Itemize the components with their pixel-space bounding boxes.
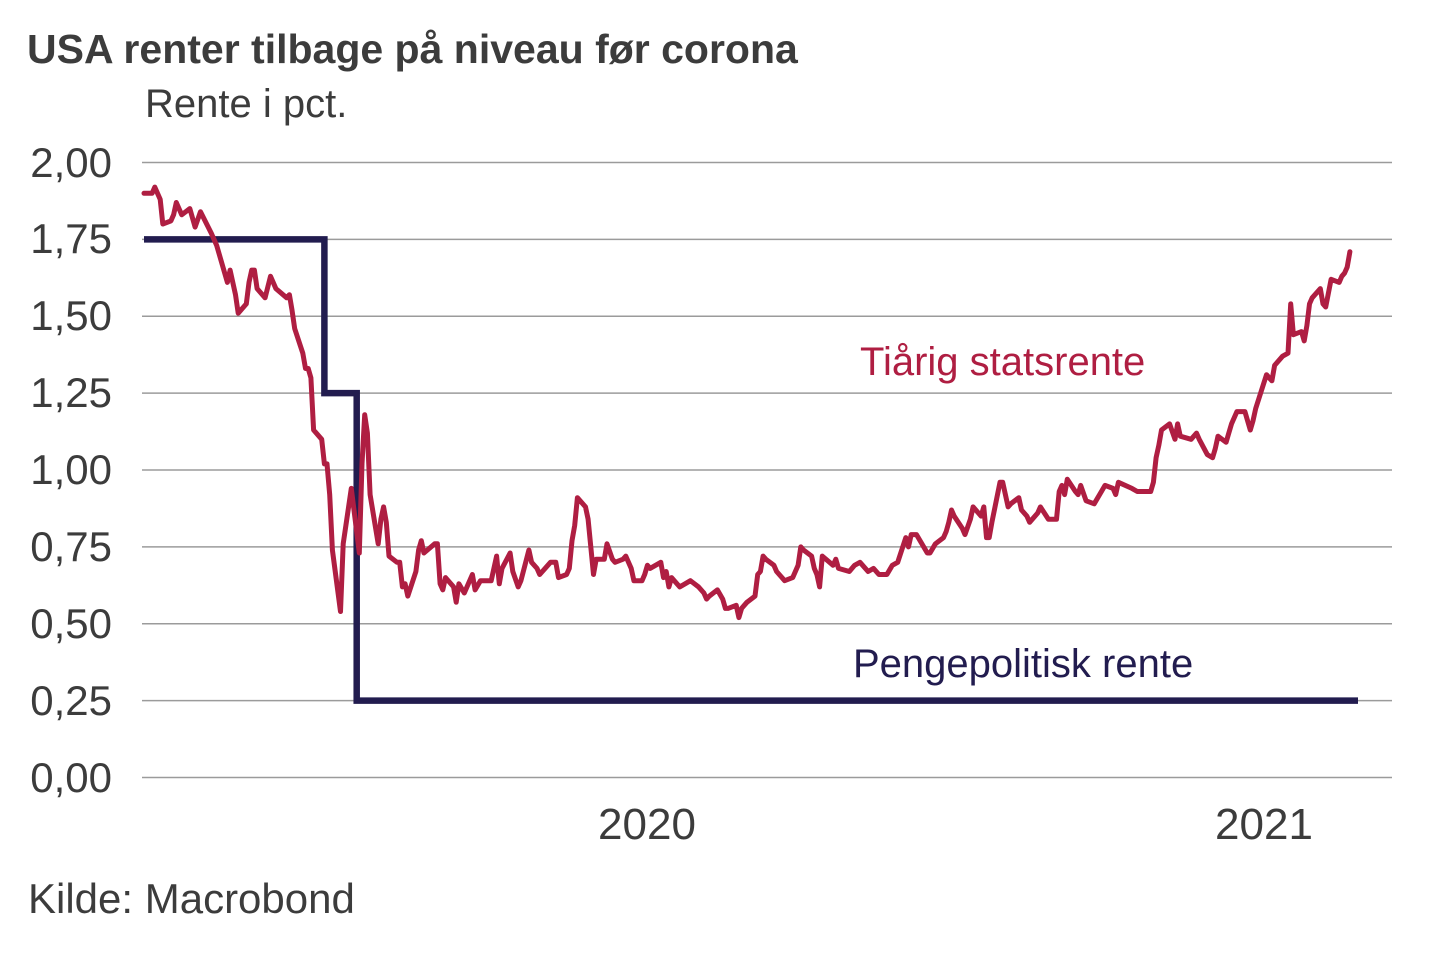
source-note: Kilde: Macrobond [28,875,355,922]
axis-unit-label: Rente i pct. [145,82,348,126]
y-tick-label: 0,50 [30,600,112,647]
series-label-ten-year-rate: Tiårig statsrente [860,340,1146,384]
x-tick-label: 2020 [598,800,696,849]
y-tick-label: 1,75 [30,215,112,262]
y-tick-label: 1,00 [30,446,112,493]
y-tick-label: 2,00 [30,139,112,186]
y-tick-label: 1,25 [30,369,112,416]
y-tick-label: 0,00 [30,754,112,801]
y-tick-label: 0,75 [30,523,112,570]
series-line-ten-year-rate [141,184,1353,621]
chart-title: USA renter tilbage på niveau før corona [27,26,798,72]
x-tick-label: 2021 [1215,800,1313,849]
y-tick-label: 1,50 [30,292,112,339]
series-label-policy-rate: Pengepolitisk rente [853,642,1194,686]
series-line-policy-rate [144,236,1358,704]
y-tick-label: 0,25 [30,677,112,724]
